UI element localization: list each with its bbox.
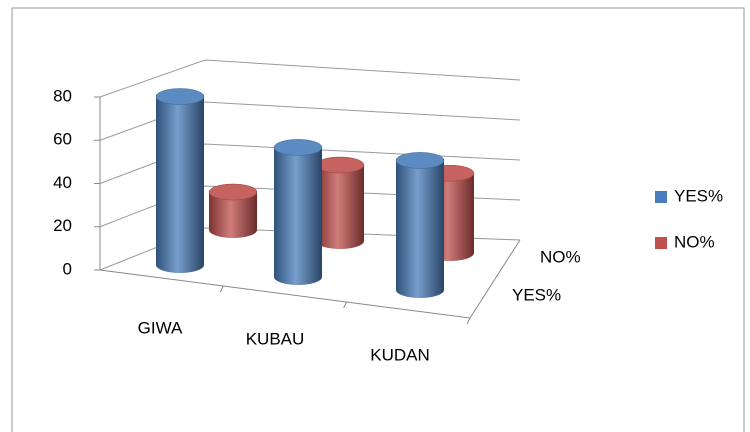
bar <box>273 139 323 285</box>
bar <box>315 156 365 249</box>
legend-swatch <box>655 191 667 203</box>
grid-line <box>99 101 521 141</box>
bar-body <box>209 192 257 238</box>
chart-border <box>11 7 745 432</box>
bar-top <box>273 139 323 156</box>
y-tick-label: 80 <box>53 86 72 105</box>
x-tick <box>219 285 224 293</box>
bar-top <box>155 88 205 105</box>
x-tick-label: GIWA <box>138 318 183 337</box>
bar-top <box>208 183 258 201</box>
depth-label: YES% <box>512 285 561 304</box>
bar-body <box>274 147 322 285</box>
legend-swatch <box>655 237 667 249</box>
bar-top <box>315 156 365 174</box>
x-tick-label: KUBAU <box>246 329 305 348</box>
x-tick <box>466 317 471 325</box>
bar-body <box>316 165 364 249</box>
bar <box>395 152 445 298</box>
bar-top <box>395 152 445 169</box>
bar-body <box>396 160 444 298</box>
bar <box>155 88 205 274</box>
grid-line <box>99 59 521 98</box>
x-tick-label: KUDAN <box>370 345 430 364</box>
bar-body <box>156 96 204 274</box>
y-tick-label: 0 <box>63 259 72 278</box>
depth-label: NO% <box>540 247 581 266</box>
legend-label: NO% <box>674 232 715 251</box>
y-tick-label: 40 <box>53 173 72 192</box>
legend-label: YES% <box>674 186 723 205</box>
y-tick-label: 60 <box>53 130 72 149</box>
y-tick-label: 20 <box>53 216 72 235</box>
bar <box>208 183 258 238</box>
x-tick <box>343 301 348 309</box>
